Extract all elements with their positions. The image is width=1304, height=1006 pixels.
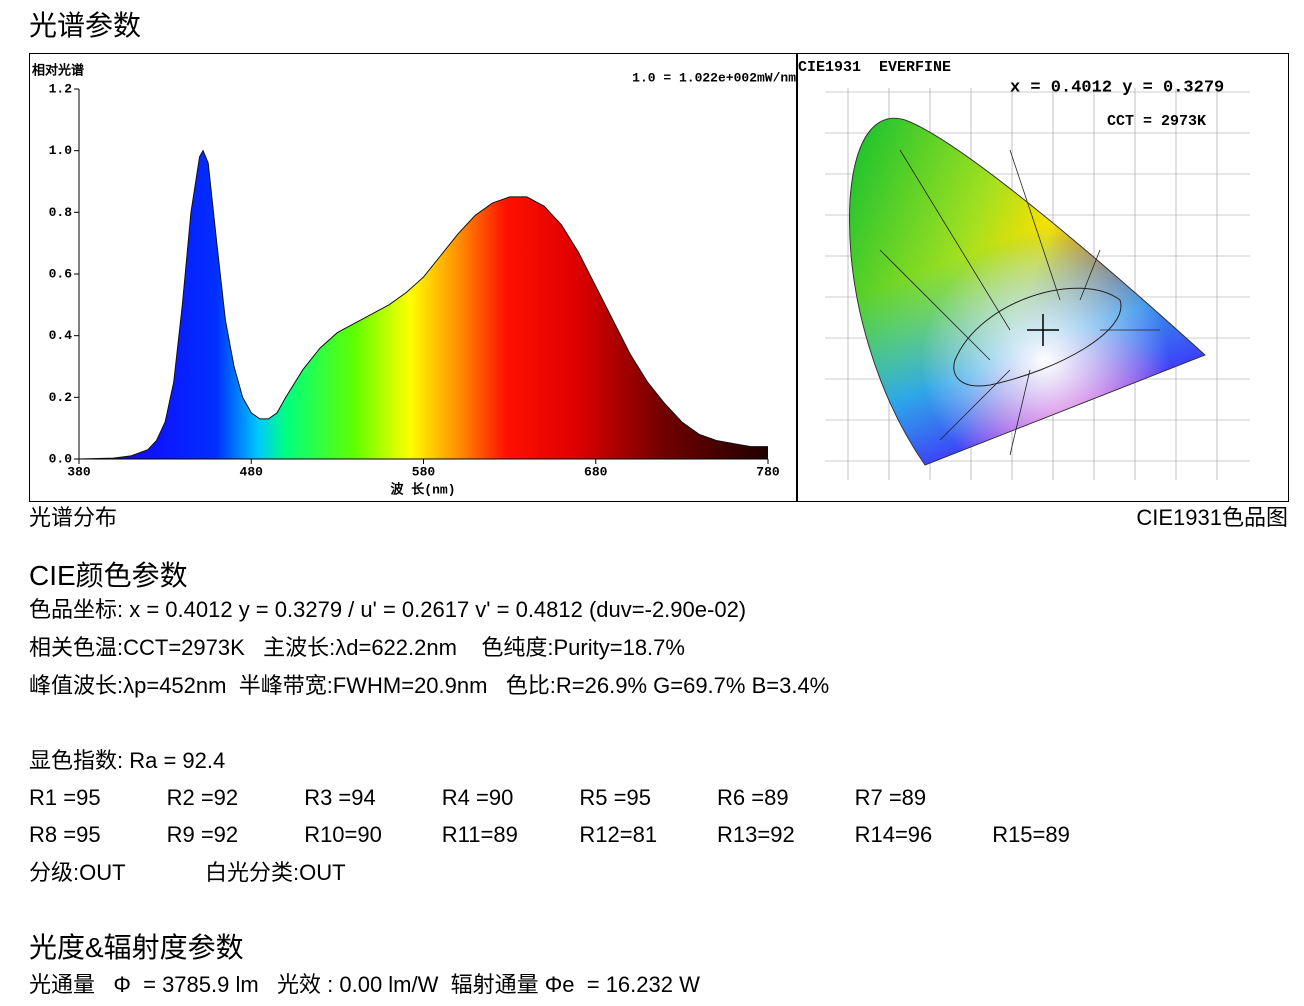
y-tick-label: 1.2 — [49, 81, 73, 96]
text-line: 峰值波长:λp=452nm 半峰带宽:FWHM=20.9nm 色比:R=26.9… — [29, 673, 830, 698]
y-tick-label: 0.0 — [49, 451, 73, 466]
x-tick-label: 780 — [756, 464, 780, 479]
chart-note: 1.0 = 1.022e+002mW/nm — [632, 70, 796, 85]
ri-value: R15=89 — [992, 822, 1070, 847]
ri-value: R12=81 — [579, 822, 658, 847]
ri-value: R5 =95 — [579, 785, 651, 810]
ri-value: R10=90 — [304, 822, 382, 847]
ri-value: R13=92 — [717, 822, 795, 847]
spectrum-area — [79, 150, 768, 460]
ri-value: R9 =92 — [166, 822, 239, 847]
y-tick-label: 0.6 — [49, 266, 73, 281]
section-title: CIE颜色参数 — [29, 560, 188, 591]
caption: CIE1931色品图 — [1136, 505, 1288, 530]
ri-value: R14=96 — [854, 822, 933, 847]
ri-value: R6 =89 — [717, 785, 789, 810]
ri-value: R4 =90 — [441, 785, 514, 810]
chart-title: 相对光谱 — [32, 62, 84, 78]
ri-value: R11=89 — [441, 822, 518, 847]
section-title: 光度&辐射度参数 — [29, 932, 244, 963]
ri-value: R8 =95 — [29, 822, 101, 847]
x-tick-label: 380 — [67, 464, 91, 479]
cie-coords: x = 0.4012 y = 0.3279 — [1010, 78, 1224, 97]
charts: CIE1931 EVERFINE x = 0.4012 y = 0.3279 C… — [29, 53, 1289, 502]
ri-value: R3 =94 — [304, 785, 376, 810]
text-line: 光通量 Φ = 3785.9 lm 光效 : 0.00 lm/W 辐射通量 Φe… — [29, 972, 700, 997]
y-tick-label: 0.4 — [49, 328, 73, 343]
cie-cct: CCT = 2973K — [1107, 113, 1206, 130]
x-tick-label: 580 — [412, 464, 436, 479]
ri-value: R7 =89 — [854, 785, 927, 810]
text-line: 色品坐标: x = 0.4012 y = 0.3279 / u' = 0.261… — [29, 597, 747, 622]
y-tick-label: 1.0 — [49, 143, 73, 158]
cie-title: CIE1931 EVERFINE — [798, 59, 951, 76]
y-tick-label: 0.8 — [49, 205, 73, 220]
caption: 光谱分布 — [29, 505, 118, 530]
x-tick-label: 480 — [240, 464, 264, 479]
ri-value: R1 =95 — [29, 785, 101, 810]
page-title: 光谱参数 — [29, 10, 142, 41]
text-line: 相关色温:CCT=2973K 主波长:λd=622.2nm 色纯度:Purity… — [29, 635, 685, 660]
ri-value: R2 =92 — [166, 785, 239, 810]
text-line: 显色指数: Ra = 92.4 — [29, 748, 226, 773]
x-axis-label: 波 长(nm) — [390, 481, 455, 497]
cie-horseshoe — [849, 117, 1206, 466]
x-tick-label: 680 — [584, 464, 608, 479]
spectrum-line — [78, 149, 768, 460]
text-line: 白光分类:OUT — [205, 860, 346, 885]
text-line: 分级:OUT — [29, 860, 126, 885]
y-tick-label: 0.2 — [49, 390, 73, 405]
